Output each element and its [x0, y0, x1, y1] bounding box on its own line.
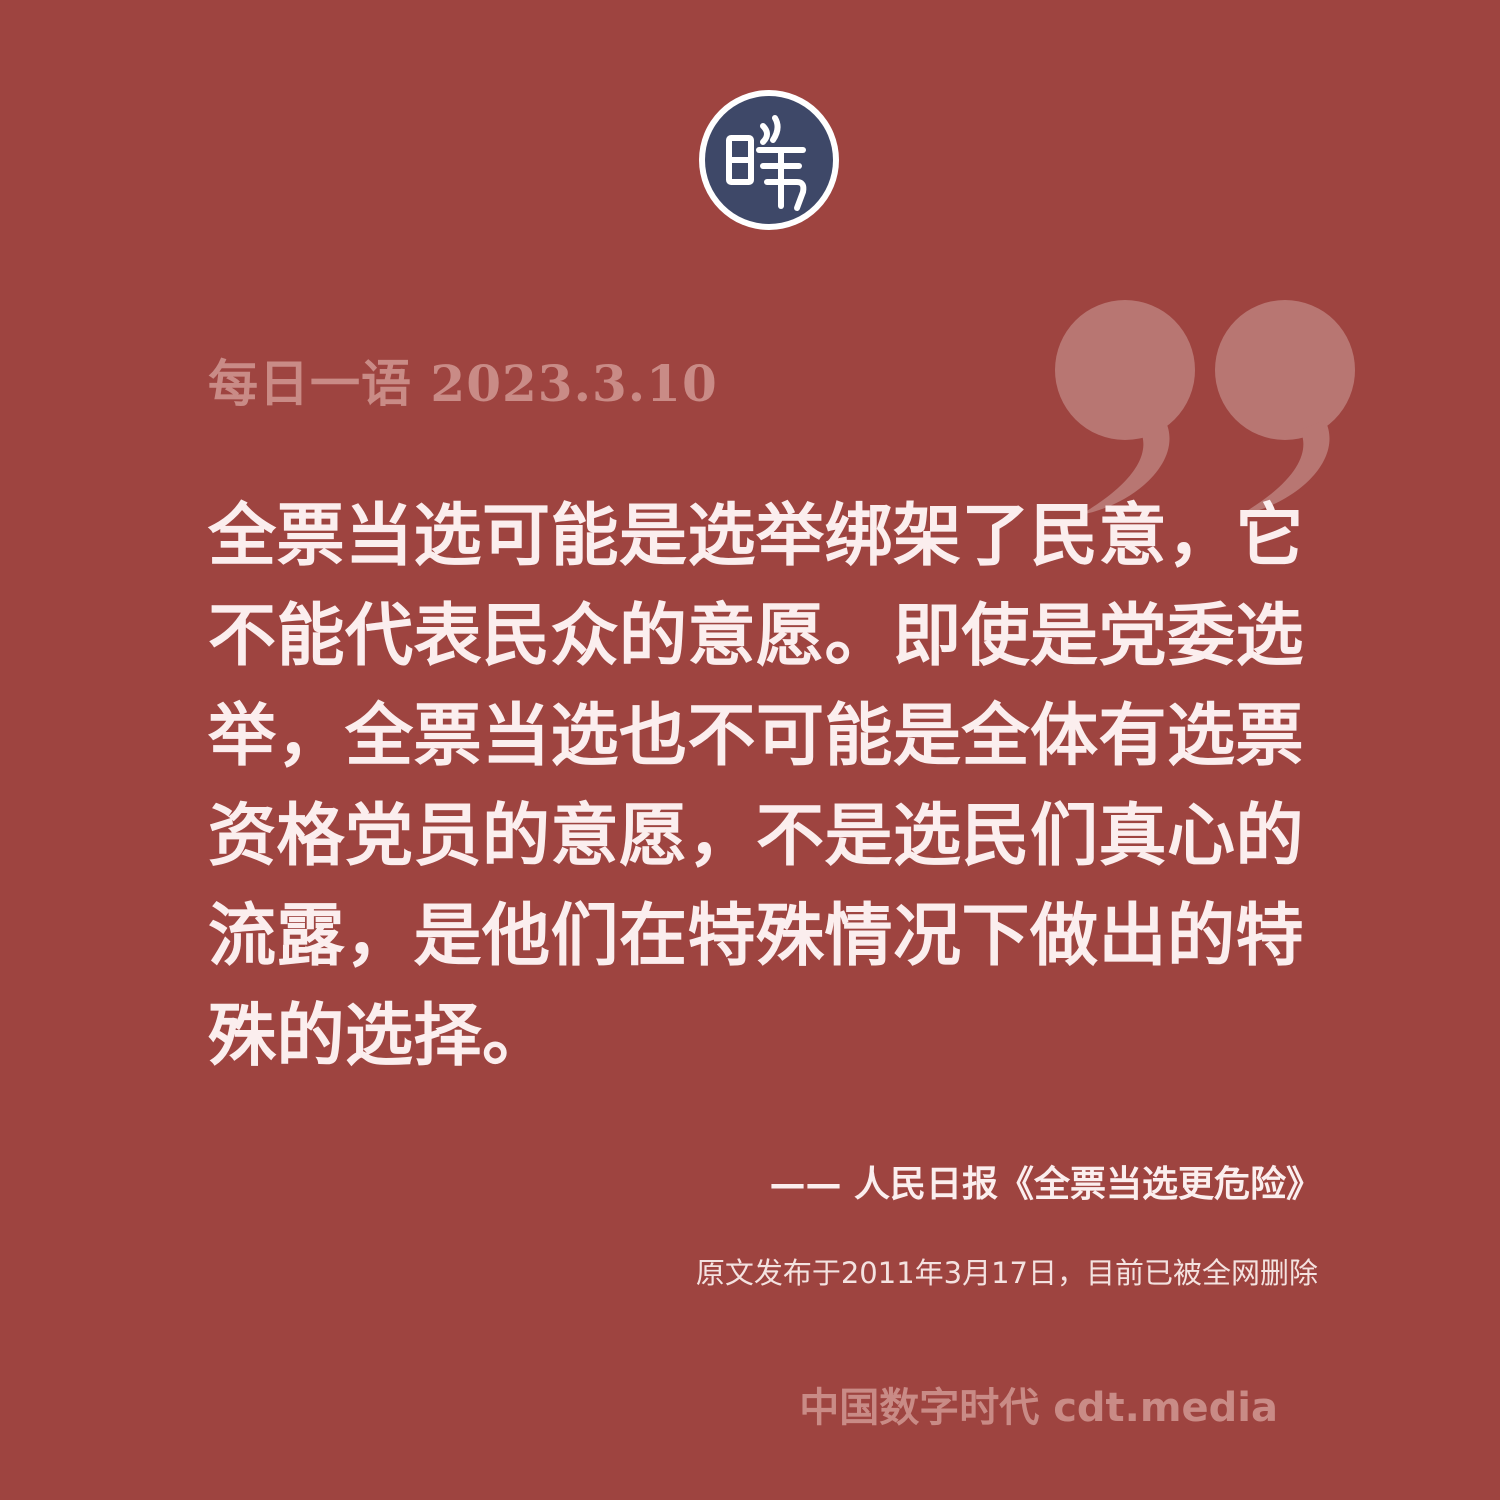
daily-quote-date: 每日一语 2023.3.10	[208, 354, 718, 413]
quote-text: 全票当选可能是选举绑架了民意，它不能代表民众的意愿。即使是党委选举，全票当选也不…	[208, 496, 1305, 1076]
footer-brand: 中国数字时代 cdt.media	[799, 1385, 1278, 1431]
cdt-logo-icon	[697, 88, 841, 232]
quote-source: —— 人民日报《全票当选更危险》	[769, 1164, 1322, 1205]
publication-note: 原文发布于2011年3月17日，目前已被全网删除	[695, 1256, 1318, 1290]
closing-quote-icon	[1045, 290, 1365, 520]
